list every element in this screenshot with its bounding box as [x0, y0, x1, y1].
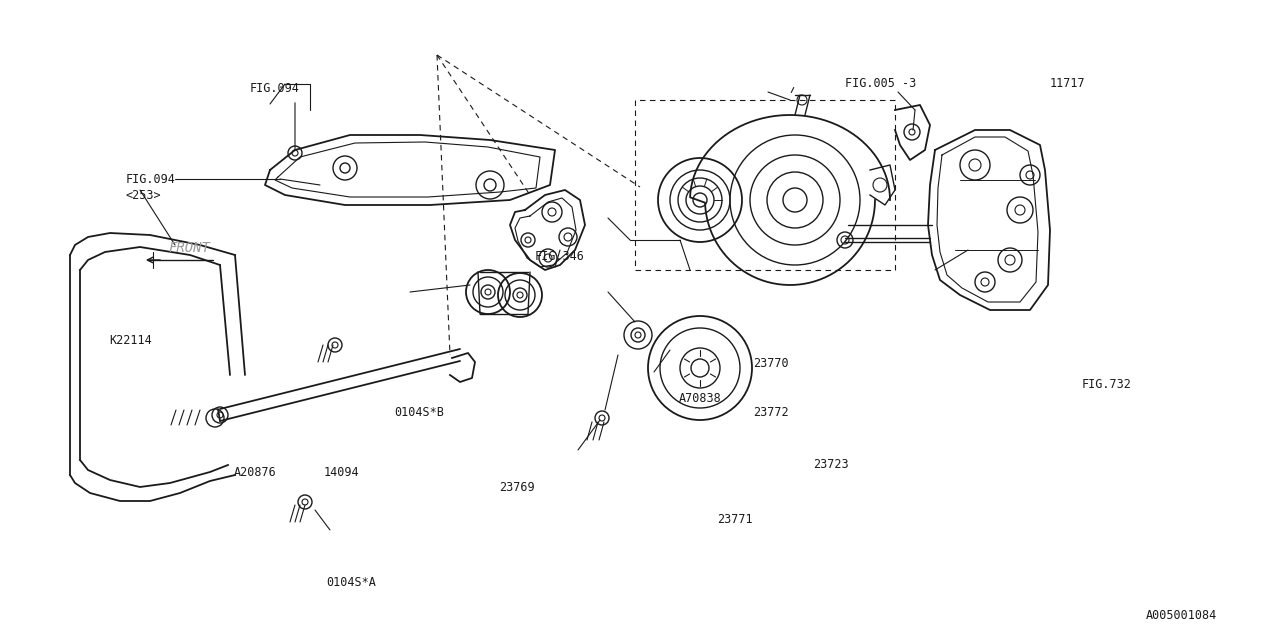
Text: A005001084: A005001084 — [1146, 609, 1217, 622]
Text: 23770: 23770 — [753, 357, 788, 370]
Text: FRONT: FRONT — [168, 241, 210, 255]
Text: <253>: <253> — [125, 189, 161, 202]
Text: A20876: A20876 — [234, 466, 276, 479]
Text: 23771: 23771 — [717, 513, 753, 526]
Text: 23769: 23769 — [499, 481, 535, 494]
Text: FIG.732: FIG.732 — [1082, 378, 1132, 390]
Text: 0104S*A: 0104S*A — [326, 576, 376, 589]
Text: FIG.005 -3: FIG.005 -3 — [845, 77, 916, 90]
Text: FIG.094: FIG.094 — [250, 82, 300, 95]
Text: 11717: 11717 — [1050, 77, 1085, 90]
Text: K22114: K22114 — [109, 334, 151, 347]
Text: A70838: A70838 — [678, 392, 721, 404]
Text: 14094: 14094 — [324, 466, 360, 479]
Text: FIG.094: FIG.094 — [125, 173, 175, 186]
Text: 23723: 23723 — [813, 458, 849, 470]
Text: 0104S*B: 0104S*B — [394, 406, 444, 419]
Text: 23772: 23772 — [753, 406, 788, 419]
Text: FIG.346: FIG.346 — [535, 250, 585, 262]
